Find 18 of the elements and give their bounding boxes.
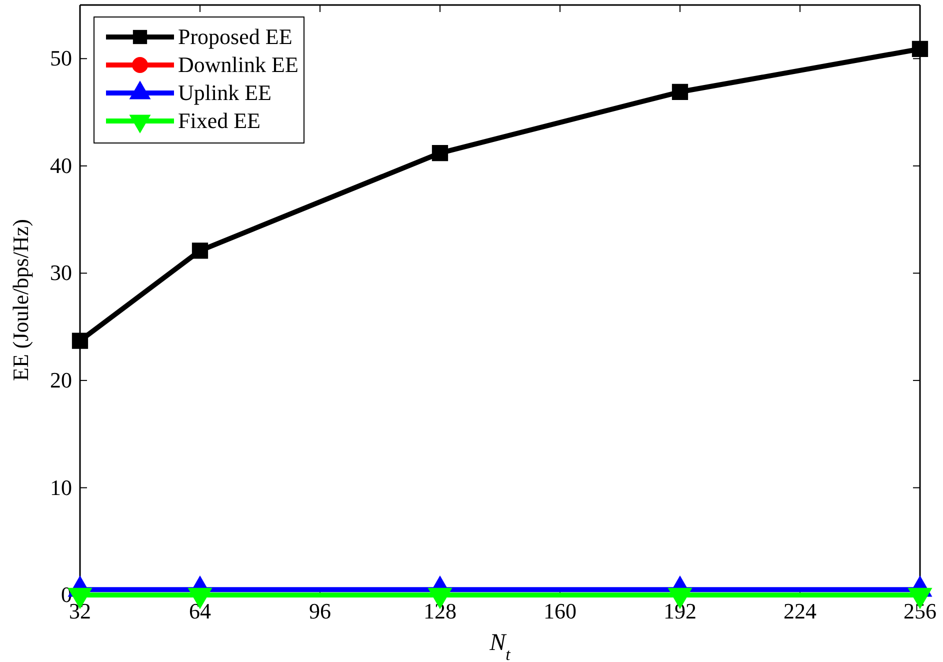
legend-label: Downlink EE <box>178 52 298 77</box>
x-tick-label: 64 <box>189 598 211 624</box>
legend-label: Fixed EE <box>178 108 260 133</box>
y-axis-title: EE (Joule/bps/Hz) <box>8 219 33 381</box>
legend-label: Uplink EE <box>178 80 272 105</box>
y-tick-label: 30 <box>50 260 72 286</box>
y-tick-label: 50 <box>50 46 72 71</box>
x-tick-label: 192 <box>664 598 696 624</box>
legend-label: Proposed EE <box>178 24 292 49</box>
x-axis-title: N$_{t}$ <box>488 630 511 662</box>
y-tick-label: 10 <box>50 474 72 500</box>
x-tick-label: 256 <box>904 598 936 624</box>
y-tick-label: 40 <box>50 152 72 178</box>
x-tick-label: 128 <box>424 598 456 624</box>
y-tick-label: 20 <box>50 367 72 392</box>
x-tick-label: 224 <box>784 598 816 624</box>
x-tick-label: 160 <box>544 598 576 624</box>
x-tick-label: 96 <box>309 598 331 624</box>
